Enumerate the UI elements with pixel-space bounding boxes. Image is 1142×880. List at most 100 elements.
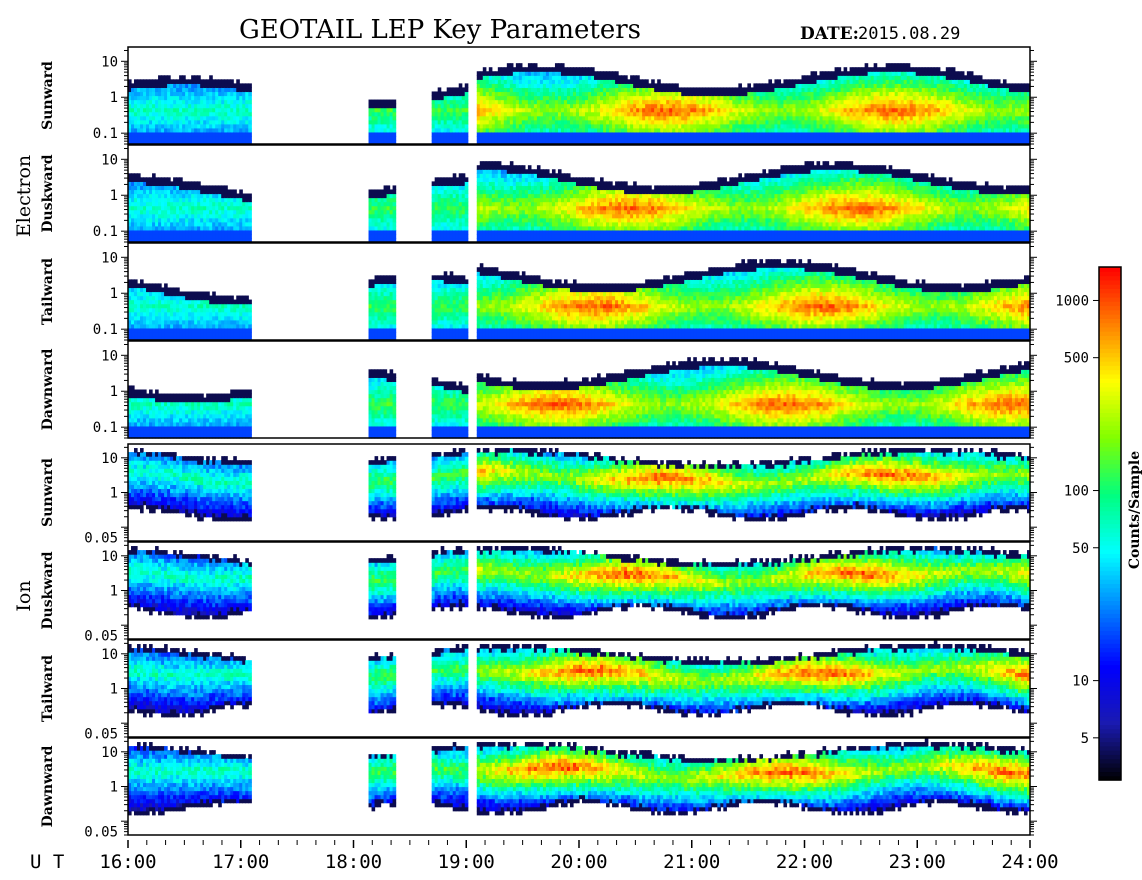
colorbar-gradient-step: [1099, 301, 1121, 306]
x-tick-label: 18:00: [325, 851, 382, 873]
colorbar-gradient-step: [1099, 746, 1121, 751]
colorbar-gradient-step: [1099, 421, 1121, 426]
colorbar-gradient-step: [1099, 459, 1121, 464]
colorbar-gradient-step: [1099, 703, 1121, 708]
colorbar-gradient-step: [1099, 579, 1121, 584]
y-tick-label: 10: [101, 152, 118, 168]
colorbar-gradient-step: [1099, 310, 1121, 315]
colorbar-gradient-step: [1099, 571, 1121, 576]
y-tick-label: 1: [110, 286, 118, 302]
colorbar-gradient-step: [1099, 553, 1121, 558]
colorbar-gradient-step: [1099, 293, 1121, 298]
colorbar-gradient-step: [1099, 353, 1121, 358]
colorbar-gradient-step: [1099, 408, 1121, 413]
y-tick-label: 1: [110, 486, 118, 502]
colorbar-gradient-step: [1099, 378, 1121, 383]
colorbar-gradient-step: [1099, 716, 1121, 721]
colorbar-gradient-step: [1099, 318, 1121, 323]
colorbar-gradient-step: [1099, 340, 1121, 345]
y-tick-label: 1: [110, 384, 118, 400]
y-tick-label: 1: [110, 780, 118, 796]
y-tick-label: 0.05: [84, 825, 118, 841]
colorbar-gradient-step: [1099, 673, 1121, 678]
colorbar-gradient-step: [1099, 643, 1121, 648]
colorbar-gradient-step: [1099, 348, 1121, 353]
colorbar-gradient-step: [1099, 370, 1121, 375]
x-tick-label: 17:00: [212, 851, 269, 873]
colorbar-gradient-step: [1099, 331, 1121, 336]
colorbar-gradient-step: [1099, 583, 1121, 588]
date-value: 2015.08.29: [858, 24, 960, 44]
colorbar-gradient-step: [1099, 613, 1121, 618]
colorbar-gradient-step: [1099, 276, 1121, 281]
colorbar-gradient-step: [1099, 323, 1121, 328]
colorbar-gradient-step: [1099, 618, 1121, 623]
colorbar-gradient-step: [1099, 417, 1121, 422]
y-tick-label: 0.1: [93, 322, 118, 338]
panel-label: Tailward: [40, 655, 56, 722]
colorbar-gradient-step: [1099, 284, 1121, 289]
colorbar-gradient-step: [1099, 335, 1121, 340]
colorbar-gradient-step: [1099, 464, 1121, 469]
colorbar-gradient-step: [1099, 468, 1121, 473]
date-label: DATE:: [800, 24, 859, 44]
colorbar-gradient-step: [1099, 592, 1121, 597]
colorbar-gradient-step: [1099, 720, 1121, 725]
colorbar-gradient-step: [1099, 647, 1121, 652]
x-tick-label: 24:00: [1001, 851, 1058, 873]
colorbar-gradient-step: [1099, 412, 1121, 417]
colorbar-gradient-step: [1099, 451, 1121, 456]
group-label-ion: Ion: [13, 580, 35, 611]
colorbar-gradient-step: [1099, 429, 1121, 434]
colorbar-gradient-step: [1099, 472, 1121, 477]
colorbar-gradient-step: [1099, 724, 1121, 729]
colorbar-gradient-step: [1099, 737, 1121, 742]
x-tick-label: 23:00: [889, 851, 946, 873]
y-tick-label: 1: [110, 188, 118, 204]
colorbar-gradient-step: [1099, 536, 1121, 541]
y-tick-label: 10: [101, 54, 118, 70]
colorbar-gradient-step: [1099, 635, 1121, 640]
colorbar-tick-label: 500: [1064, 351, 1089, 367]
colorbar-gradient-step: [1099, 494, 1121, 499]
y-tick-label: 1: [110, 682, 118, 698]
colorbar-gradient-step: [1099, 476, 1121, 481]
colorbar-gradient-step: [1099, 596, 1121, 601]
y-tick-label: 0.1: [93, 126, 118, 142]
colorbar-gradient-step: [1099, 609, 1121, 614]
colorbar-gradient-step: [1099, 665, 1121, 670]
colorbar-gradient-step: [1099, 511, 1121, 516]
y-tick-label: 1: [110, 90, 118, 106]
colorbar-gradient-step: [1099, 382, 1121, 387]
colorbar-gradient-step: [1099, 686, 1121, 691]
colorbar-gradient-step: [1099, 660, 1121, 665]
colorbar-tick-label: 10: [1072, 674, 1089, 690]
x-axis-ticks: 16:00 17:00 18:00 19:00 20:00 21:00 22:00 23:00…: [99, 840, 1058, 873]
colorbar-gradient-step: [1099, 519, 1121, 524]
colorbar-gradient-step: [1099, 652, 1121, 657]
colorbar-tick-label: 100: [1064, 484, 1089, 500]
colorbar-gradient-step: [1099, 374, 1121, 379]
colorbar-gradient-step: [1099, 344, 1121, 349]
colorbar-gradient-step: [1099, 447, 1121, 452]
colorbar-gradient-step: [1099, 588, 1121, 593]
y-tick-label: 0.1: [93, 224, 118, 240]
colorbar-gradient-step: [1099, 541, 1121, 546]
figure-title: GEOTAIL LEP Key Parameters: [239, 15, 641, 45]
colorbar-gradient-step: [1099, 600, 1121, 605]
colorbar-gradient-step: [1099, 524, 1121, 529]
y-tick-label: 10: [101, 451, 118, 467]
colorbar-gradient-step: [1099, 391, 1121, 396]
colorbar-gradient-step: [1099, 425, 1121, 430]
x-tick-label: 19:00: [438, 851, 495, 873]
colorbar-gradient-step: [1099, 626, 1121, 631]
colorbar-gradient-step: [1099, 455, 1121, 460]
